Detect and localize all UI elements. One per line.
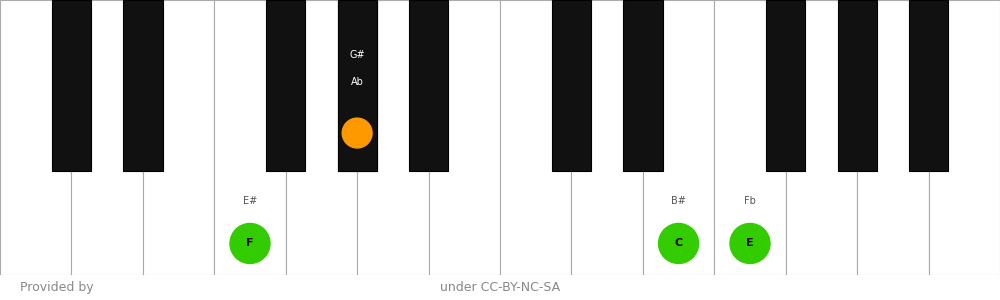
- Circle shape: [730, 224, 770, 263]
- Bar: [214, 0, 286, 275]
- Bar: [123, 0, 162, 171]
- Bar: [266, 0, 305, 171]
- Bar: [857, 0, 929, 275]
- Bar: [786, 0, 857, 275]
- Text: E#: E#: [243, 196, 257, 206]
- Text: Ab: Ab: [351, 77, 364, 87]
- Bar: [429, 0, 500, 275]
- Text: Provided by: Provided by: [20, 281, 94, 294]
- Text: Fb: Fb: [744, 196, 756, 206]
- Bar: [286, 0, 357, 275]
- Bar: [909, 0, 948, 171]
- Bar: [338, 0, 377, 171]
- Bar: [552, 0, 591, 171]
- Text: E: E: [746, 238, 754, 248]
- Bar: [766, 0, 805, 171]
- Bar: [338, 0, 377, 171]
- Circle shape: [230, 224, 270, 263]
- Bar: [571, 0, 643, 275]
- Bar: [71, 0, 143, 275]
- Text: G#: G#: [349, 50, 365, 60]
- Text: under CC-BY-NC-SA: under CC-BY-NC-SA: [440, 281, 560, 294]
- Bar: [643, 0, 714, 275]
- Text: F: F: [246, 238, 254, 248]
- Circle shape: [659, 224, 699, 263]
- Bar: [838, 0, 877, 171]
- Bar: [0, 0, 71, 275]
- Text: C: C: [675, 238, 683, 248]
- Text: B#: B#: [671, 196, 686, 206]
- Bar: [52, 0, 91, 171]
- Bar: [623, 0, 663, 171]
- Bar: [714, 0, 786, 275]
- Bar: [500, 0, 571, 275]
- Bar: [929, 0, 1000, 275]
- Bar: [143, 0, 214, 275]
- Bar: [357, 0, 429, 275]
- Bar: [409, 0, 448, 171]
- Circle shape: [342, 118, 372, 148]
